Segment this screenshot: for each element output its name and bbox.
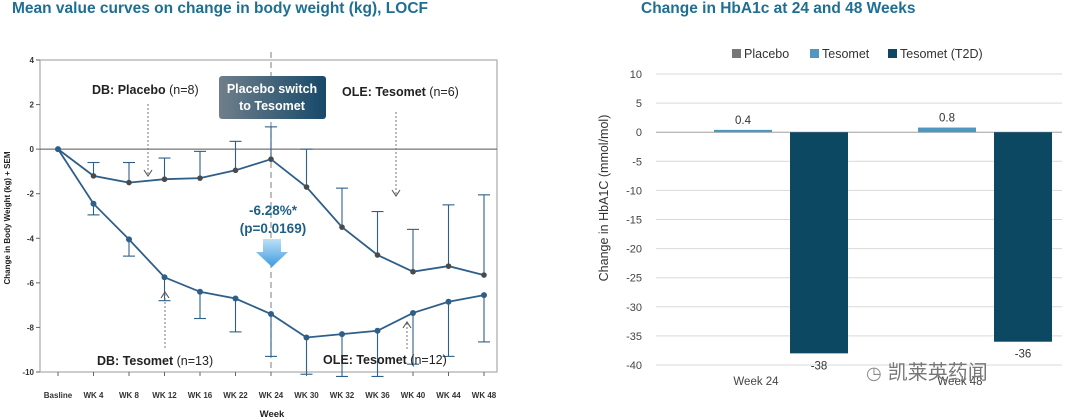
data-point <box>303 184 310 190</box>
difference-p-value: (p=0.0169) <box>240 221 306 236</box>
legend-swatch-2 <box>888 49 897 58</box>
wechat-icon: ◷ <box>866 363 882 384</box>
y-tick-label: -10 <box>626 185 642 197</box>
y-tick-label: -4 <box>27 234 35 243</box>
data-point <box>410 268 416 275</box>
data-point <box>374 327 381 334</box>
bar-week-48-2 <box>994 132 1052 342</box>
y-tick-label: -10 <box>22 368 34 377</box>
plot-frame <box>39 59 498 373</box>
data-point <box>303 334 310 341</box>
y-tick-label: 0 <box>30 145 35 154</box>
right-chart-title: Change in HbA1c at 24 and 48 Weeks <box>641 0 916 17</box>
legend-swatch-0 <box>732 49 741 58</box>
data-point <box>197 288 203 295</box>
data-point <box>197 175 203 181</box>
bar-value-label: -36 <box>1015 349 1032 361</box>
x-tick-label: WK 12 <box>152 391 177 400</box>
data-point <box>232 167 239 174</box>
data-point <box>410 309 416 316</box>
y-tick-label: -2 <box>27 190 35 199</box>
x-tick-label: Basline <box>44 391 73 400</box>
legend-label-1: Tesomet <box>822 47 870 61</box>
bar-value-label: 0.4 <box>735 115 752 127</box>
bar-value-label: -38 <box>811 360 828 372</box>
db-placebo-arrow-head <box>143 169 153 177</box>
bar-week-48-1 <box>918 127 976 133</box>
data-point <box>339 331 345 338</box>
legend-label-0: Placebo <box>744 47 789 61</box>
ole-bottom-arrow-head <box>402 321 412 329</box>
data-point <box>126 236 132 243</box>
bar-week-24-1 <box>714 129 772 133</box>
y-tick-label: -20 <box>626 244 642 256</box>
x-category-label: Week 48 <box>937 376 982 388</box>
difference-arrow <box>256 239 288 267</box>
x-tick-label: WK 22 <box>223 391 248 400</box>
switch-box-line2: to Tesomet <box>239 99 306 113</box>
x-tick-label: WK 36 <box>365 391 390 400</box>
y-tick-label: 2 <box>30 101 35 110</box>
data-point <box>445 298 452 305</box>
x-tick-label: WK 16 <box>188 391 213 400</box>
y-tick-label: 5 <box>636 98 642 110</box>
bar-week-24-2 <box>790 132 848 354</box>
data-point <box>339 224 345 230</box>
difference-percent: -6.28%* <box>249 203 298 218</box>
bar-value-label: 0.8 <box>939 113 955 125</box>
x-tick-label: WK 44 <box>436 391 461 400</box>
y-axis-label: Change in HbA1C (mmol/mol) <box>597 115 611 282</box>
db-placebo-label: DB: Placebo (n=8) <box>92 83 199 97</box>
y-tick-label: 10 <box>630 69 642 81</box>
left-chart-title: Mean value curves on change in body weig… <box>12 0 428 17</box>
db-tesomet-arrow-head <box>160 291 170 299</box>
data-point <box>55 146 61 153</box>
data-point <box>268 156 274 162</box>
data-point <box>268 311 274 318</box>
data-point <box>232 295 239 302</box>
ole-tesomet-bottom-label: OLE: Tesomet (n=12) <box>323 353 447 367</box>
y-tick-label: -15 <box>626 215 642 227</box>
legend-swatch-1 <box>810 49 819 58</box>
x-category-label: Week 24 <box>733 376 779 388</box>
x-tick-label: WK 40 <box>401 391 426 400</box>
watermark: ◷ 凯莱英药闻 <box>866 356 988 385</box>
data-point <box>126 179 132 186</box>
y-tick-label: -40 <box>626 360 642 372</box>
data-point <box>90 173 97 179</box>
data-point <box>90 200 97 207</box>
y-tick-label: 0 <box>636 127 642 139</box>
data-point <box>481 272 487 278</box>
y-tick-label: -5 <box>632 156 642 168</box>
watermark-text: 凯莱英药闻 <box>887 360 988 384</box>
x-tick-label: WK 4 <box>84 391 105 400</box>
y-tick-label: 4 <box>30 56 35 65</box>
switch-box <box>219 76 326 119</box>
y-tick-label: -6 <box>27 279 35 288</box>
y-tick-label: -30 <box>626 302 642 314</box>
y-tick-label: -8 <box>27 323 35 332</box>
data-point <box>161 274 168 281</box>
y-tick-label: -25 <box>626 273 642 285</box>
ole-top-arrow-head <box>391 189 401 197</box>
data-point <box>445 263 452 269</box>
y-tick-label: -35 <box>626 331 642 343</box>
data-point <box>161 176 168 183</box>
x-tick-label: WK 48 <box>472 391 497 400</box>
x-axis-label: Week <box>260 409 285 420</box>
x-tick-label: WK 30 <box>294 391 319 400</box>
x-tick-label: WK 24 <box>259 391 284 400</box>
data-point <box>481 292 487 299</box>
legend-label-2: Tesomet (T2D) <box>900 47 983 61</box>
x-tick-label: WK 8 <box>119 391 140 400</box>
ole-tesomet-top-label: OLE: Tesomet (n=6) <box>342 85 459 99</box>
x-tick-label: WK 32 <box>330 391 355 400</box>
y-axis-label: Change in Body Weight (kg) + SEM <box>3 151 12 284</box>
db-tesomet-label: DB: Tesomet (n=13) <box>97 354 213 368</box>
switch-box-line1: Placebo switch <box>227 82 317 96</box>
data-point <box>374 252 381 258</box>
